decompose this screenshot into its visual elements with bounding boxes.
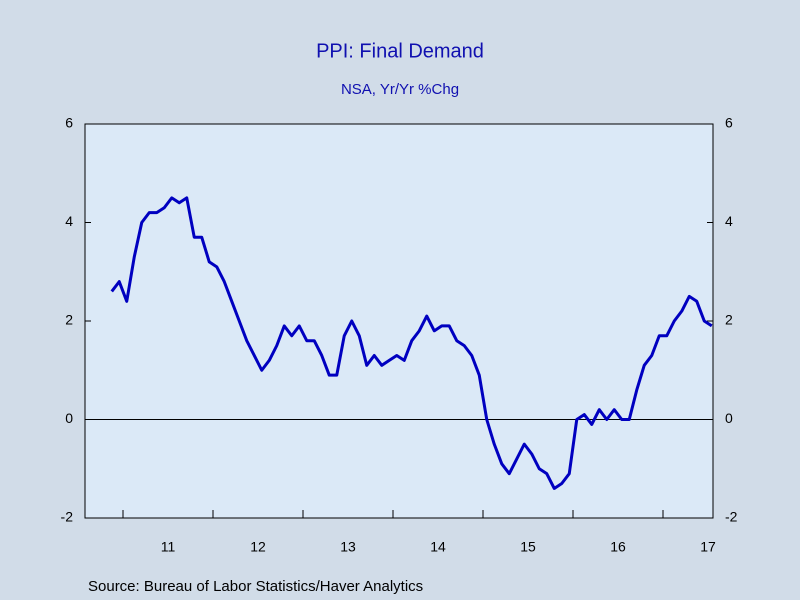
chart-subtitle: NSA, Yr/Yr %Chg <box>341 81 459 98</box>
x-tick-label: 17 <box>700 539 716 555</box>
x-tick-label: 12 <box>250 539 266 555</box>
data-line <box>110 196 713 490</box>
y-tick-label: 0 <box>65 410 73 426</box>
x-tick-label: 15 <box>520 539 536 555</box>
y2-tick-label: 2 <box>725 312 733 328</box>
y2-tick-label: -2 <box>725 509 738 525</box>
y-tick-label: 4 <box>65 213 73 229</box>
y-tick-label: 2 <box>65 312 73 328</box>
y2-tick-label: 6 <box>725 115 733 131</box>
x-tick-label: 14 <box>430 539 446 555</box>
chart-title: PPI: Final Demand <box>316 40 484 62</box>
y2-tick-label: 4 <box>725 213 733 229</box>
y2-tick-label: 0 <box>725 410 733 426</box>
plot-area <box>84 123 714 519</box>
x-tick-label: 13 <box>340 539 356 555</box>
source-note: Source: Bureau of Labor Statistics/Haver… <box>88 578 423 595</box>
y-tick-label: -2 <box>61 509 74 525</box>
x-tick-label: 16 <box>610 539 626 555</box>
x-tick-label: 11 <box>161 539 176 555</box>
y-tick-label: 6 <box>65 115 73 131</box>
